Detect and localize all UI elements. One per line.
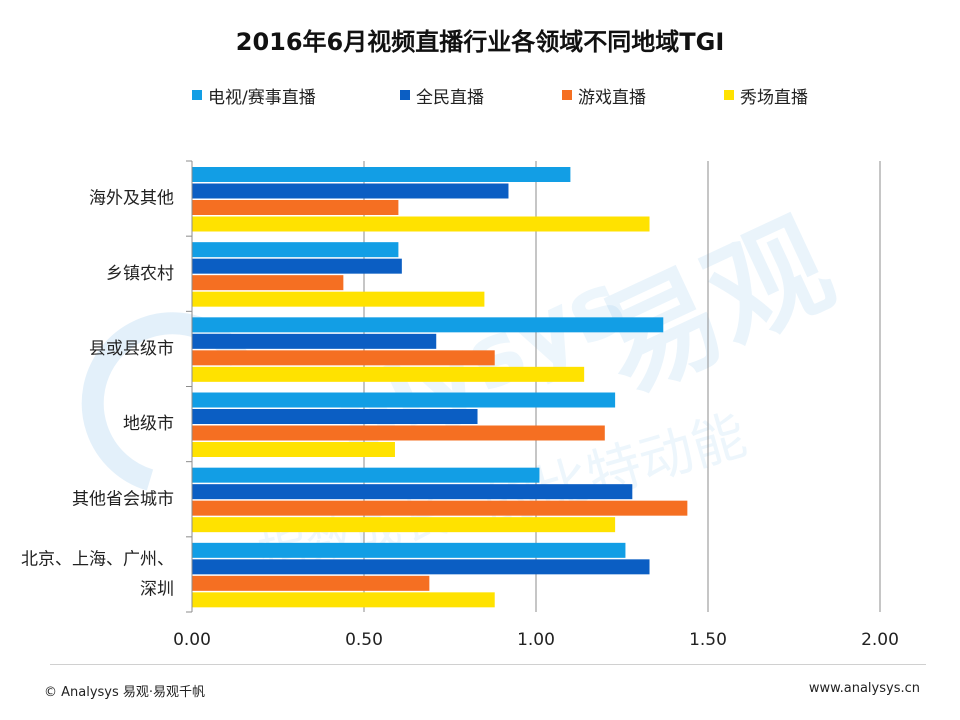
category-label: 地级市 bbox=[123, 414, 174, 434]
footer-copyright: © Analysys 易观·易观千帆 bbox=[44, 685, 206, 700]
bar bbox=[192, 484, 633, 500]
bar bbox=[192, 258, 402, 274]
category-label: 北京、上海、广州、 bbox=[21, 549, 174, 569]
bar bbox=[192, 317, 664, 333]
x-tick-label: 2.00 bbox=[861, 630, 899, 650]
category-label: 县或县级市 bbox=[89, 339, 174, 359]
bar bbox=[192, 366, 585, 382]
bar bbox=[192, 392, 616, 408]
bar bbox=[192, 442, 395, 457]
footer-website: www.analysys.cn bbox=[808, 681, 920, 696]
bar bbox=[192, 517, 616, 533]
category-label: 海外及其他 bbox=[89, 189, 174, 209]
legend-label: 秀场直播 bbox=[740, 87, 808, 108]
chart-title: 2016年6月视频直播行业各领域不同地域TGI bbox=[235, 28, 725, 56]
legend-swatch bbox=[562, 90, 572, 100]
legend-swatch bbox=[192, 90, 202, 100]
category-label: 深圳 bbox=[140, 579, 174, 599]
x-tick-label: 1.50 bbox=[689, 630, 727, 650]
legend-swatch bbox=[400, 90, 410, 100]
bar bbox=[192, 275, 344, 291]
legend-item-game: 游戏直播 bbox=[562, 84, 646, 108]
bar bbox=[192, 500, 688, 516]
x-tick-label: 0.00 bbox=[173, 630, 211, 650]
x-tick-label: 0.50 bbox=[345, 630, 383, 650]
bar bbox=[192, 467, 540, 483]
legend-item-tv-sports: 电视/赛事直播 bbox=[192, 84, 316, 108]
bar bbox=[192, 592, 495, 608]
bar bbox=[192, 183, 509, 199]
bar bbox=[192, 333, 437, 349]
bar bbox=[192, 216, 650, 232]
x-tick-label: 1.00 bbox=[517, 630, 555, 650]
legend-label: 游戏直播 bbox=[578, 87, 646, 108]
bar bbox=[192, 425, 605, 441]
legend-item-showroom: 秀场直播 bbox=[724, 84, 808, 108]
bar bbox=[192, 559, 650, 575]
bar bbox=[192, 291, 485, 307]
bar bbox=[192, 350, 495, 366]
legend-item-all-people: 全民直播 bbox=[400, 84, 484, 108]
footer-divider bbox=[50, 664, 926, 665]
category-label: 乡镇农村 bbox=[106, 264, 174, 284]
bar bbox=[192, 575, 430, 591]
category-label: 其他省会城市 bbox=[72, 489, 174, 509]
bar bbox=[192, 542, 626, 558]
bar bbox=[192, 200, 399, 215]
legend-swatch bbox=[724, 90, 734, 100]
bar bbox=[192, 242, 399, 258]
bar bbox=[192, 167, 571, 182]
legend-label: 电视/赛事直播 bbox=[208, 87, 316, 108]
bar bbox=[192, 409, 478, 424]
legend-label: 全民直播 bbox=[416, 87, 484, 108]
